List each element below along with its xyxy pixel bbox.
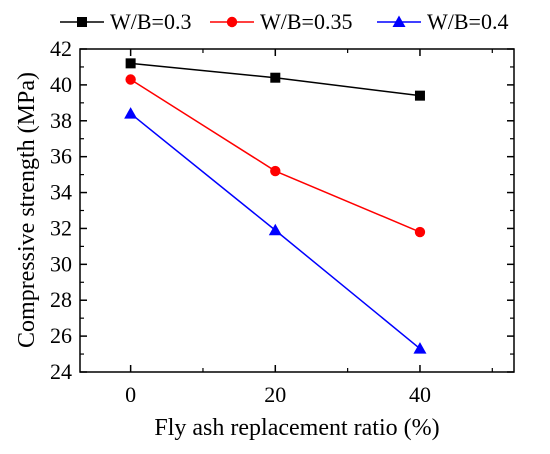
- x-tick-label: 40: [409, 382, 431, 407]
- data-point: [413, 342, 427, 354]
- y-axis-title: Compressive strength (MPa): [14, 72, 40, 348]
- data-point: [125, 58, 136, 69]
- x-axis: 0 20 40: [125, 49, 493, 407]
- data-point: [414, 226, 426, 238]
- x-tick-label: 20: [264, 382, 286, 407]
- series-1: [125, 58, 425, 101]
- data-point: [268, 223, 282, 236]
- series-2: [125, 74, 426, 238]
- y-tick-label: 40: [50, 72, 72, 97]
- legend-marker: [392, 15, 406, 27]
- y-tick-label: 34: [50, 180, 72, 205]
- x-axis-title: Fly ash replacement ratio (%): [154, 415, 439, 441]
- series-layer: [124, 58, 427, 354]
- y-tick-label: 42: [50, 36, 72, 61]
- legend-marker: [77, 17, 87, 27]
- x-tick-label: 0: [125, 382, 136, 407]
- data-point: [124, 107, 138, 119]
- legend-label: W/B=0.35: [260, 9, 352, 34]
- y-tick-label: 24: [50, 359, 72, 384]
- data-point: [270, 72, 281, 83]
- plot-frame: [79, 48, 515, 373]
- y-tick-label: 36: [50, 144, 72, 169]
- legend-label: W/B=0.3: [110, 9, 191, 34]
- y-tick-label: 30: [50, 251, 72, 276]
- y-tick-label: 32: [50, 215, 72, 240]
- data-point: [125, 74, 136, 85]
- series-3: [124, 107, 427, 354]
- series-line: [130, 78, 421, 233]
- y-tick-label: 38: [50, 108, 72, 133]
- legend-marker: [226, 16, 238, 28]
- data-point: [270, 165, 281, 177]
- y-axis: 24 26 28 30 32 34 36 38 40 42: [50, 36, 514, 384]
- legend: W/B=0.3 W/B=0.35 W/B=0.4: [60, 9, 508, 34]
- legend-label: W/B=0.4: [427, 9, 508, 34]
- y-tick-label: 26: [50, 323, 72, 348]
- y-tick-label: 28: [50, 287, 72, 312]
- data-point: [414, 90, 425, 101]
